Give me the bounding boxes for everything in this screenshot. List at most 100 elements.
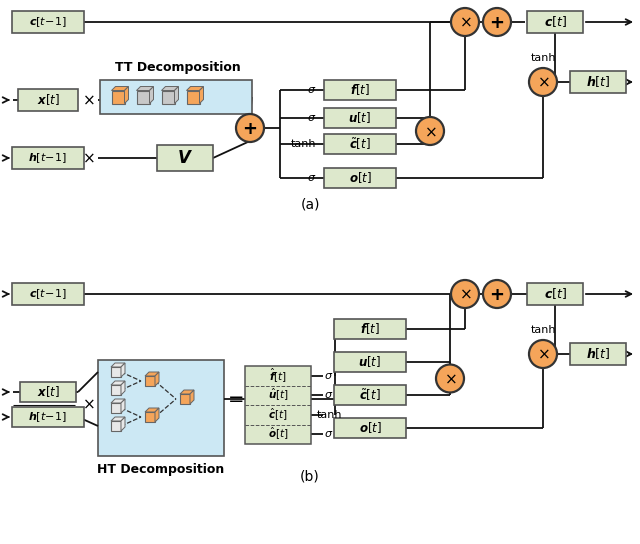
Text: $\hat{\boldsymbol{u}}[t]$: $\hat{\boldsymbol{u}}[t]$ [268, 387, 289, 403]
FancyBboxPatch shape [20, 382, 76, 402]
FancyBboxPatch shape [324, 80, 396, 100]
Text: +: + [243, 120, 257, 138]
Circle shape [436, 364, 464, 393]
FancyBboxPatch shape [324, 168, 396, 188]
FancyBboxPatch shape [98, 360, 224, 456]
Text: $\times$: $\times$ [444, 372, 456, 386]
Text: $\boldsymbol{V}$: $\boldsymbol{V}$ [177, 149, 193, 167]
Circle shape [451, 280, 479, 308]
Polygon shape [175, 86, 179, 103]
Text: $\sigma$: $\sigma$ [324, 390, 333, 400]
FancyBboxPatch shape [157, 145, 213, 171]
Text: $\times$: $\times$ [82, 397, 94, 412]
FancyBboxPatch shape [12, 11, 84, 33]
Text: $\boldsymbol{x}[t]$: $\boldsymbol{x}[t]$ [36, 385, 60, 399]
Text: $\boldsymbol{o}[t]$: $\boldsymbol{o}[t]$ [349, 170, 371, 186]
Circle shape [236, 114, 264, 142]
Polygon shape [190, 390, 194, 404]
Text: $\boldsymbol{c}[t]$: $\boldsymbol{c}[t]$ [543, 15, 566, 29]
FancyBboxPatch shape [145, 376, 155, 386]
Text: $\hat{\boldsymbol{o}}[t]$: $\hat{\boldsymbol{o}}[t]$ [268, 426, 288, 442]
FancyBboxPatch shape [161, 90, 175, 103]
FancyBboxPatch shape [334, 319, 406, 339]
FancyBboxPatch shape [145, 412, 155, 422]
Text: $\boldsymbol{x}[t]$: $\boldsymbol{x}[t]$ [36, 92, 60, 108]
Polygon shape [186, 86, 204, 90]
Polygon shape [145, 408, 159, 412]
Polygon shape [111, 399, 125, 403]
Circle shape [483, 8, 511, 36]
FancyBboxPatch shape [12, 147, 84, 169]
Text: $\boldsymbol{c}[t\!-\!1]$: $\boldsymbol{c}[t\!-\!1]$ [29, 15, 67, 29]
FancyBboxPatch shape [136, 90, 150, 103]
Polygon shape [111, 363, 125, 367]
Polygon shape [145, 372, 159, 376]
Text: $\tilde{\boldsymbol{c}}[t]$: $\tilde{\boldsymbol{c}}[t]$ [359, 387, 381, 403]
FancyBboxPatch shape [186, 90, 200, 103]
Text: $\boldsymbol{h}[t\!-\!1]$: $\boldsymbol{h}[t\!-\!1]$ [28, 410, 68, 424]
Polygon shape [121, 399, 125, 413]
Polygon shape [161, 86, 179, 90]
Text: (a): (a) [300, 198, 320, 212]
Text: =: = [228, 390, 244, 409]
FancyBboxPatch shape [570, 71, 626, 93]
Polygon shape [121, 417, 125, 431]
FancyBboxPatch shape [334, 418, 406, 438]
FancyBboxPatch shape [111, 385, 121, 395]
Text: TT Decomposition: TT Decomposition [115, 61, 241, 75]
Text: HT Decomposition: HT Decomposition [97, 463, 225, 477]
FancyBboxPatch shape [111, 90, 125, 103]
FancyBboxPatch shape [111, 403, 121, 413]
Text: $\sigma$: $\sigma$ [307, 113, 316, 123]
FancyBboxPatch shape [334, 385, 406, 405]
FancyBboxPatch shape [12, 407, 84, 427]
Text: $\sigma$: $\sigma$ [307, 173, 316, 183]
Polygon shape [155, 408, 159, 422]
Text: $\boldsymbol{h}[t\!-\!1]$: $\boldsymbol{h}[t\!-\!1]$ [28, 151, 68, 165]
Text: $\boldsymbol{h}[t]$: $\boldsymbol{h}[t]$ [586, 75, 611, 89]
Text: $\times$: $\times$ [459, 287, 471, 302]
Text: $\boldsymbol{c}[t\!-\!1]$: $\boldsymbol{c}[t\!-\!1]$ [29, 287, 67, 301]
Text: $\boldsymbol{u}[t]$: $\boldsymbol{u}[t]$ [358, 355, 381, 369]
Circle shape [483, 280, 511, 308]
Polygon shape [180, 390, 194, 394]
FancyBboxPatch shape [527, 11, 583, 33]
Text: $\hat{\boldsymbol{f}}[t]$: $\hat{\boldsymbol{f}}[t]$ [269, 367, 287, 385]
FancyBboxPatch shape [111, 421, 121, 431]
Text: tanh: tanh [291, 139, 316, 149]
Text: +: + [490, 14, 504, 32]
Text: $\sigma$: $\sigma$ [324, 371, 333, 381]
Text: $\boldsymbol{f}[t]$: $\boldsymbol{f}[t]$ [350, 83, 370, 97]
Polygon shape [111, 86, 129, 90]
Circle shape [451, 8, 479, 36]
Text: (b): (b) [300, 470, 320, 484]
Polygon shape [121, 381, 125, 395]
Text: $\hat{\boldsymbol{c}}[t]$: $\hat{\boldsymbol{c}}[t]$ [268, 407, 288, 423]
Polygon shape [200, 86, 204, 103]
FancyBboxPatch shape [570, 343, 626, 365]
Polygon shape [155, 372, 159, 386]
Polygon shape [111, 381, 125, 385]
Polygon shape [121, 363, 125, 377]
Circle shape [529, 68, 557, 96]
Text: $\times$: $\times$ [537, 75, 549, 90]
Text: tanh: tanh [531, 53, 556, 63]
Text: tanh: tanh [316, 410, 342, 420]
Text: $\times$: $\times$ [459, 15, 471, 30]
FancyBboxPatch shape [527, 283, 583, 305]
Text: $\sigma$: $\sigma$ [324, 429, 333, 439]
Circle shape [529, 340, 557, 368]
Text: $\boldsymbol{f}[t]$: $\boldsymbol{f}[t]$ [360, 322, 380, 337]
Polygon shape [111, 417, 125, 421]
FancyBboxPatch shape [111, 367, 121, 377]
Text: $\sigma$: $\sigma$ [307, 85, 316, 95]
Text: $\boldsymbol{o}[t]$: $\boldsymbol{o}[t]$ [358, 421, 381, 435]
FancyBboxPatch shape [100, 80, 252, 114]
FancyBboxPatch shape [324, 134, 396, 154]
Polygon shape [150, 86, 154, 103]
Circle shape [416, 117, 444, 145]
Text: $\times$: $\times$ [82, 92, 94, 108]
FancyBboxPatch shape [245, 366, 311, 444]
FancyBboxPatch shape [12, 283, 84, 305]
FancyBboxPatch shape [334, 352, 406, 372]
